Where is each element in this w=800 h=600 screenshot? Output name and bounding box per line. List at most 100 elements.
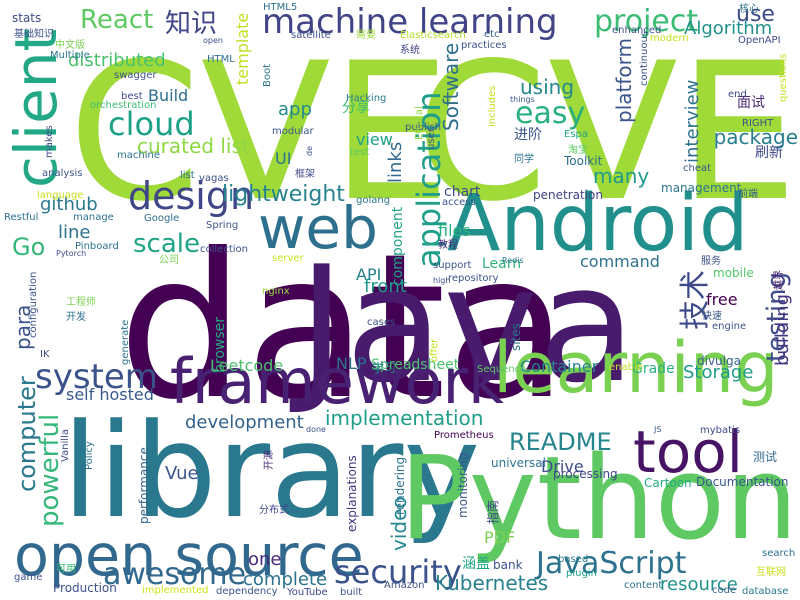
cloud-word-code-100: code <box>712 585 736 596</box>
cloud-word-tool-12: tool <box>633 418 743 486</box>
cloud-word-server-180: server <box>272 253 305 264</box>
cloud-word-html5-137: HTML5 <box>263 2 297 13</box>
cloud-word-development-36: development <box>185 412 304 433</box>
cloud-word-javascript-17: JavaScript <box>534 546 687 581</box>
cloud-word-open-source-11: open source <box>14 523 364 589</box>
cloud-word-system-20: system <box>35 357 158 397</box>
cloud-word-cjk-129: 系统 <box>400 43 420 56</box>
cloud-word-one-62: one <box>248 549 282 570</box>
cloud-word-project-21: project <box>594 4 698 39</box>
cloud-word-engine-195: engine <box>712 321 746 332</box>
cloud-word-nlp-75: NLP <box>336 354 367 373</box>
cloud-word-html-145: HTML <box>207 54 235 65</box>
cloud-word-command-63: command <box>580 252 660 271</box>
cloud-word-grade-77: Grade <box>632 361 675 377</box>
cloud-word-questions-162: questions <box>778 54 789 102</box>
cloud-word-things-160: things <box>510 95 535 104</box>
cloud-word-continuous-161: continuous <box>639 31 650 86</box>
cloud-word-spring-178: Spring <box>206 220 238 231</box>
cloud-word-dependency-95: dependency <box>216 586 278 597</box>
cloud-word-publish-155: publish <box>405 122 441 133</box>
cloud-word-cjk-115: 分享 <box>342 99 370 116</box>
cloud-word-cjk-121: 公司 <box>159 255 179 266</box>
cloud-word-based-103: based <box>558 554 588 565</box>
cloud-word-cloud-15: cloud <box>108 105 195 143</box>
cloud-word-ui-67: UI <box>275 149 291 168</box>
cloud-word-react-26: React <box>80 5 153 35</box>
cloud-word-best-149: best <box>121 91 143 102</box>
cloud-word-pytorch-176: Pytorch <box>56 249 86 258</box>
cloud-word-satellite-143: satellite <box>291 30 331 41</box>
cloud-word-collection-179: collection <box>200 244 248 255</box>
cloud-word-view-69: view <box>356 130 393 149</box>
cloud-word-penetration-82: penetration <box>533 188 603 202</box>
cloud-word-prometheus-88: Prometheus <box>434 430 494 441</box>
cloud-word-application-19: application <box>410 91 448 268</box>
cloud-word-using-43: using <box>520 75 574 99</box>
cloud-word-ethical-168: Ethical <box>414 106 425 140</box>
cloud-word-high-185: high <box>433 276 450 285</box>
cloud-word-openapi-142: OpenAPI <box>738 35 781 46</box>
cloud-word-open-144: open <box>203 36 223 45</box>
cloud-word-plugin-104: plugin <box>566 568 597 579</box>
cloud-word-multiple-147: Multiple <box>50 50 90 61</box>
cloud-word-cjk-124: 快速 <box>702 310 722 322</box>
cloud-word-software-44: Software <box>439 43 463 131</box>
cloud-word-spreadsheet-76: Spreadsheet <box>371 357 460 373</box>
cloud-word-chart-81: chart <box>444 184 481 200</box>
cloud-word-list-170: list <box>180 170 195 181</box>
cloud-word-platform-57: platform <box>612 38 636 123</box>
cloud-word-enable-193: enable <box>609 362 643 373</box>
cloud-word-distributed-42: distributed <box>68 50 166 71</box>
cloud-word-cjk-118: 分布式 <box>259 503 289 516</box>
cloud-word-practices-158: practices <box>461 40 507 51</box>
cloud-word-building-55: building <box>772 294 793 366</box>
cloud-word-para-38: para <box>11 305 35 350</box>
cloud-word-js-199: JS <box>653 425 661 434</box>
cloud-word-sites-191: sites <box>509 323 523 351</box>
cloud-word-leetcode-74: Leetcode <box>210 356 283 375</box>
cloud-word-cjk-127: 淘宝 <box>568 143 588 156</box>
cloud-word-test-154: test <box>350 147 369 158</box>
cloud-word-hacking-153: Hacking <box>346 93 386 104</box>
cloud-word-bank-106: bank <box>493 558 523 572</box>
cloud-word-java-3: Java <box>289 231 636 418</box>
cloud-word-app-68: app <box>278 99 312 120</box>
cloud-word-includes-159: includes <box>487 86 498 127</box>
cloud-word-cjk-119: 服务 <box>701 254 721 267</box>
cloud-word-readme-31: README <box>509 428 612 456</box>
cloud-word-cjk-131: 基础知识 <box>14 27 54 40</box>
cloud-word-machine-learning-13: machine learning <box>262 2 558 42</box>
cloud-word-nginx-187: nginx <box>262 286 290 297</box>
cloud-word-manage-174: manage <box>73 212 114 223</box>
cloud-word-espa-166: Espa <box>564 129 588 140</box>
cloud-word-toolkit-83: Toolkit <box>563 154 603 168</box>
cloud-word-cjk-111: 测试 <box>753 449 777 464</box>
cloud-word-storage-41: Storage <box>683 362 753 383</box>
cloud-word-boot-146: Boot <box>262 64 273 87</box>
cloud-word-management-80: management <box>661 181 742 195</box>
cloud-word-implementation-35: implementation <box>325 406 483 430</box>
cloud-word-template-71: template <box>233 13 252 85</box>
cloud-word-cjk-130: 需要 <box>356 29 376 41</box>
cloud-word-cjk-30: 知识 <box>165 9 217 39</box>
cloud-word-configuration-186: configuration <box>28 272 39 338</box>
cloud-word-resource-49: resource <box>660 574 738 595</box>
cloud-word-cartoon-84: Cartoon <box>644 476 692 490</box>
cloud-word-game-102: game <box>14 572 42 583</box>
cloud-word-web-9: web <box>258 194 378 262</box>
cloud-word-data-2: data <box>118 211 569 444</box>
cloud-word-redis-183: Redis <box>502 256 524 265</box>
cloud-word-kubernetes-32: Kubernetes <box>435 571 548 595</box>
cloud-word-cjk-134: 开发 <box>66 310 86 323</box>
cloud-word-modular-156: modular <box>272 126 314 137</box>
cloud-word-golang-181: golang <box>356 195 390 206</box>
cloud-word-cases-189: cases <box>367 317 395 328</box>
cloud-word-stats-136: stats <box>12 11 41 25</box>
cloud-word-lightweight-33: lightweight <box>222 182 345 207</box>
cloud-word-powerful-24: powerful <box>35 414 65 527</box>
cloud-word-cjk-125: 越界 <box>772 270 785 290</box>
cloud-word-library-4: library <box>62 395 480 547</box>
cloud-word-policy-196: Policy <box>84 441 95 470</box>
cloud-word-cjk-120: 前端 <box>738 187 758 200</box>
